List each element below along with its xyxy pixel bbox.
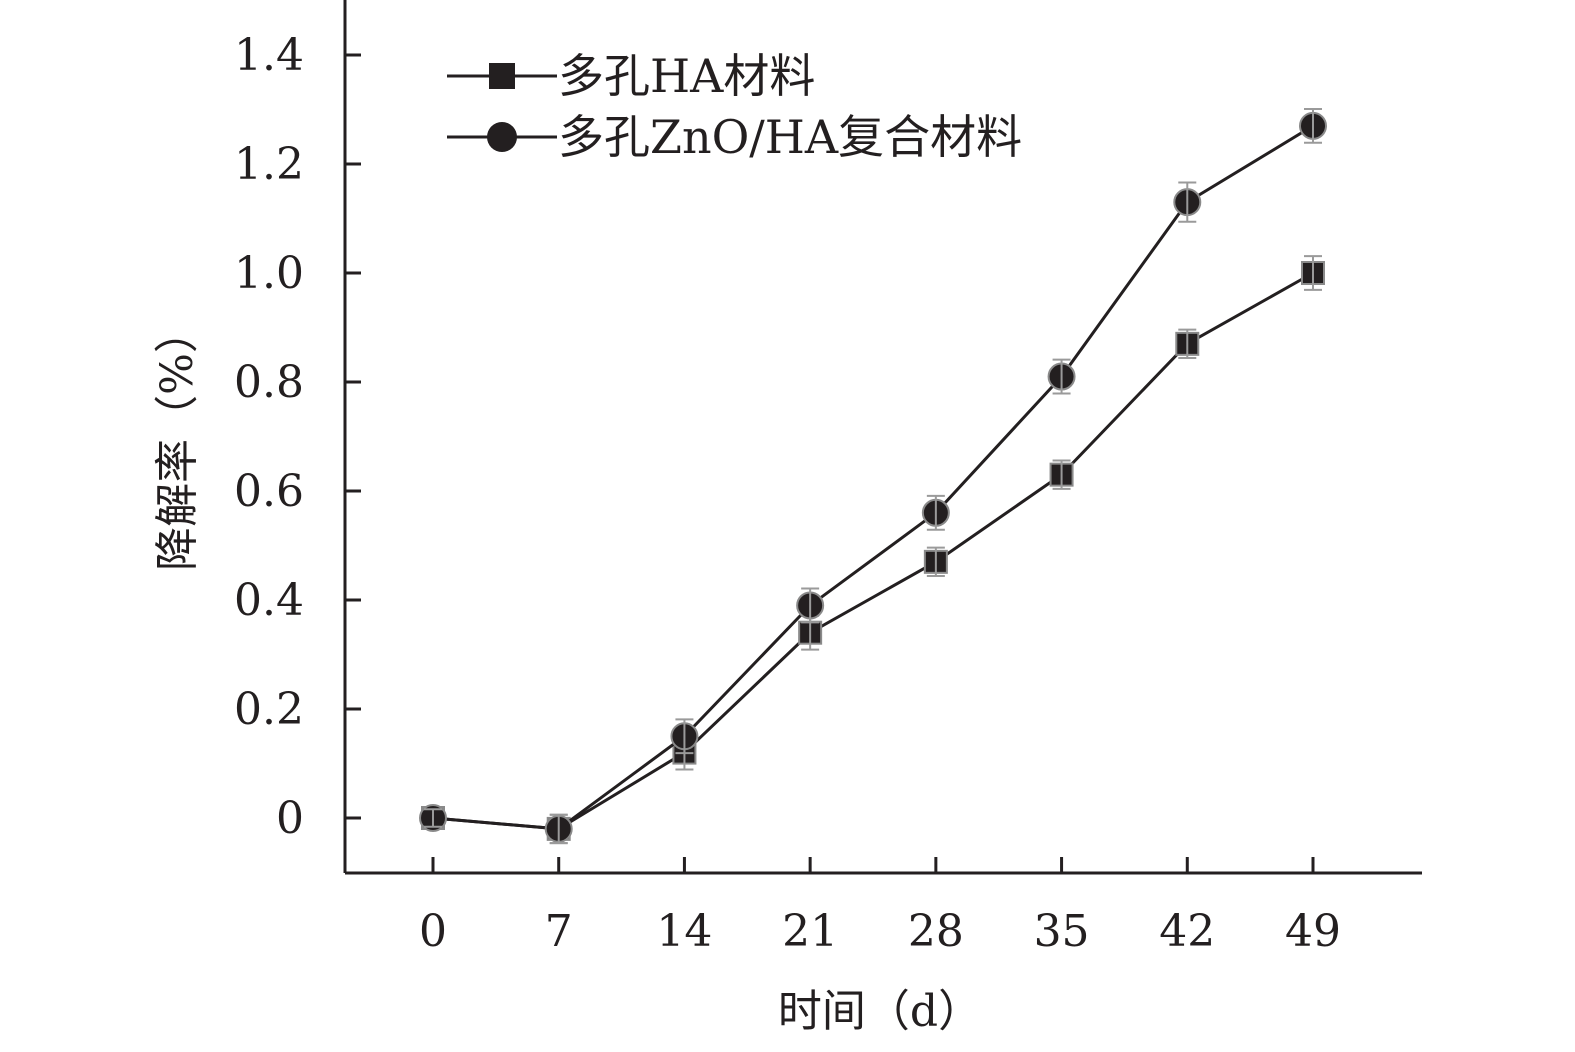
y-tick-label: 0.2: [234, 684, 304, 735]
y-tick-label: 1.0: [234, 248, 304, 299]
x-tick-label: 21: [782, 906, 838, 957]
legend-marker-square: [489, 63, 515, 89]
y-tick-label: 1.4: [234, 30, 304, 81]
series-2: [419, 107, 1327, 845]
legend: 多孔HA材料 多孔ZnO/HA复合材料: [447, 49, 1022, 164]
y-axis-ticks: 0 0.2 0.4 0.6 0.8 1.0 1.2 1.4: [234, 30, 361, 844]
x-tick-label: 7: [545, 906, 573, 957]
y-tick-label: 0: [276, 793, 304, 844]
series-line: [432, 124, 1314, 831]
x-tick-label: 35: [1034, 906, 1090, 957]
y-tick-label: 0.6: [234, 466, 304, 517]
series-1: [421, 255, 1325, 845]
x-tick-label: 14: [656, 906, 712, 957]
x-tick-label: 28: [908, 906, 964, 957]
y-axis-title: 降解率（%）: [152, 309, 203, 571]
legend-marker-circle: [487, 122, 517, 152]
series-line: [432, 271, 1314, 831]
x-tick-label: 0: [419, 906, 447, 957]
x-tick-label: 49: [1285, 906, 1341, 957]
legend-label-ha: 多孔HA材料: [558, 49, 815, 103]
axes: [343, 0, 1422, 875]
series-layer: [419, 107, 1327, 845]
x-axis-ticks: 0 7 14 21 28 35 42 49: [419, 857, 1341, 957]
legend-label-zno: 多孔ZnO/HA复合材料: [558, 110, 1022, 164]
y-tick-label: 0.4: [234, 575, 304, 626]
y-tick-label: 1.2: [234, 139, 304, 190]
x-axis-title: 时间（d）: [778, 986, 982, 1037]
x-tick-label: 42: [1159, 906, 1215, 957]
y-tick-label: 0.8: [234, 357, 304, 408]
